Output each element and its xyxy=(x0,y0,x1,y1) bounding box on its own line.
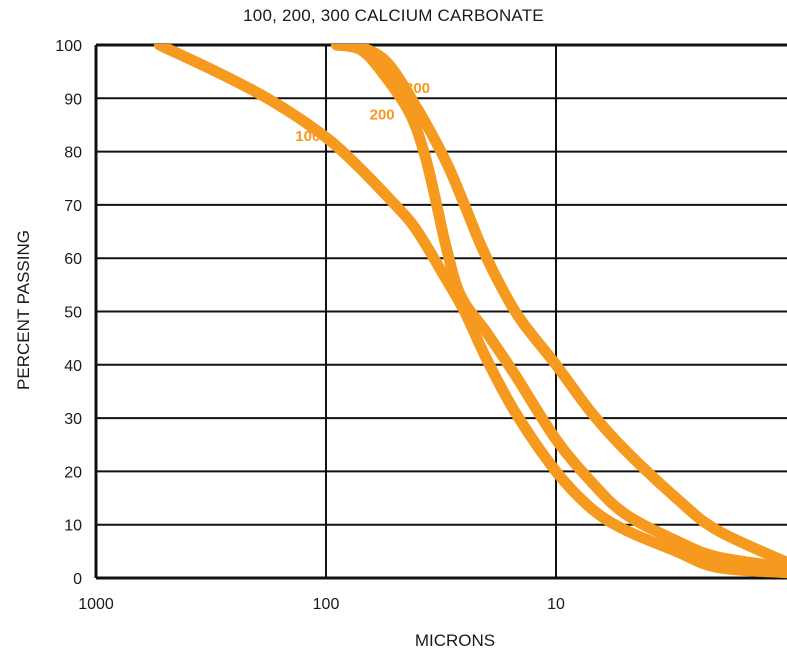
x-tick-label: 10 xyxy=(547,596,565,613)
x-tick-label: 1000 xyxy=(78,596,114,613)
chart-title: 100, 200, 300 CALCIUM CARBONATE xyxy=(243,6,544,25)
y-tick-label: 50 xyxy=(64,305,82,322)
series-label-200: 200 xyxy=(370,107,395,124)
y-tick-label: 70 xyxy=(64,198,82,215)
series-labels: 100 200 300 xyxy=(295,80,430,145)
series-label-300: 300 xyxy=(405,80,430,97)
y-tick-label: 100 xyxy=(55,38,82,55)
y-tick-label: 10 xyxy=(64,518,82,535)
x-tick-label: 100 xyxy=(313,596,340,613)
x-axis-label: MICRONS xyxy=(414,631,496,650)
y-tick-label: 20 xyxy=(64,464,82,481)
tick-labels: 0 10 20 30 40 50 60 70 80 90 100 1000 100 10 xyxy=(55,38,565,613)
y-tick-label: 40 xyxy=(64,358,82,375)
series-label-100: 100 xyxy=(295,128,320,145)
y-axis-label: PERCENT PASSING xyxy=(14,230,33,390)
grid xyxy=(94,43,787,580)
y-tick-label: 60 xyxy=(64,251,82,268)
y-tick-label: 90 xyxy=(64,91,82,108)
series-line-200 xyxy=(331,44,787,573)
y-tick-label: 80 xyxy=(64,145,82,162)
series-lines xyxy=(153,44,787,579)
y-tick-label: 30 xyxy=(64,411,82,428)
series-line-300 xyxy=(349,44,787,568)
y-tick-label: 0 xyxy=(73,571,82,588)
